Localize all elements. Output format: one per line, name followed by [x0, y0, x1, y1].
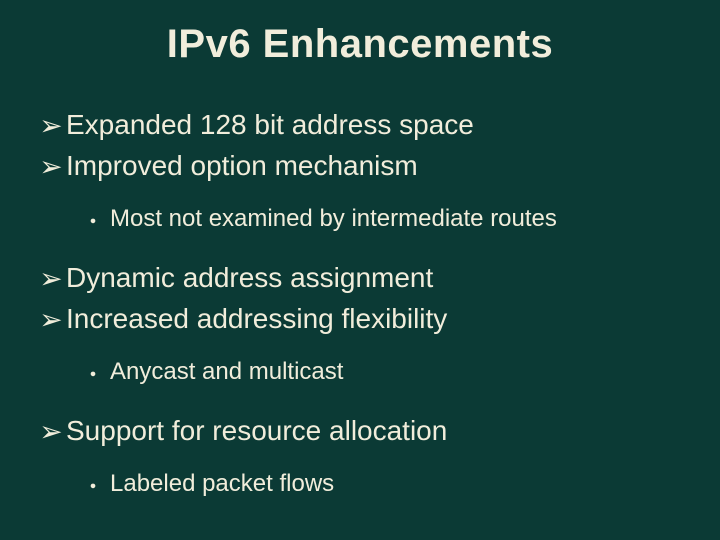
- list-item-text: Support for resource allocation: [66, 415, 720, 447]
- list-item-text: Improved option mechanism: [66, 150, 720, 182]
- list-subitem: ● Anycast and multicast: [76, 344, 720, 407]
- arrow-right-icon: ➢: [36, 262, 66, 295]
- dot-icon: ●: [85, 214, 100, 228]
- arrow-right-icon: ➢: [36, 109, 66, 142]
- slide: IPv6 Enhancements ➢ Expanded 128 bit add…: [0, 0, 720, 540]
- slide-content: ➢ Expanded 128 bit address space ➢ Impro…: [0, 109, 720, 520]
- dot-icon: ●: [85, 367, 100, 381]
- arrow-right-icon: ➢: [36, 303, 66, 336]
- list-subitem-text: Anycast and multicast: [110, 358, 720, 386]
- list-subitem: ● Labeled packet flows: [76, 456, 720, 519]
- list-item-text: Increased addressing flexibility: [66, 303, 720, 335]
- list-item: ➢ Dynamic address assignment: [36, 262, 720, 295]
- list-item: ➢ Expanded 128 bit address space: [36, 109, 720, 142]
- list-item: ➢ Improved option mechanism: [36, 150, 720, 183]
- list-item: ➢ Support for resource allocation: [36, 415, 720, 448]
- list-subitem-text: Most not examined by intermediate routes: [110, 205, 720, 233]
- list-item-text: Expanded 128 bit address space: [66, 109, 720, 141]
- slide-title: IPv6 Enhancements: [0, 0, 720, 101]
- arrow-right-icon: ➢: [36, 415, 66, 448]
- dot-icon: ●: [85, 479, 100, 493]
- list-item: ➢ Increased addressing flexibility: [36, 303, 720, 336]
- list-subitem: ● Most not examined by intermediate rout…: [76, 191, 720, 254]
- list-item-text: Dynamic address assignment: [66, 262, 720, 294]
- arrow-right-icon: ➢: [36, 150, 66, 183]
- list-subitem-text: Labeled packet flows: [110, 470, 720, 498]
